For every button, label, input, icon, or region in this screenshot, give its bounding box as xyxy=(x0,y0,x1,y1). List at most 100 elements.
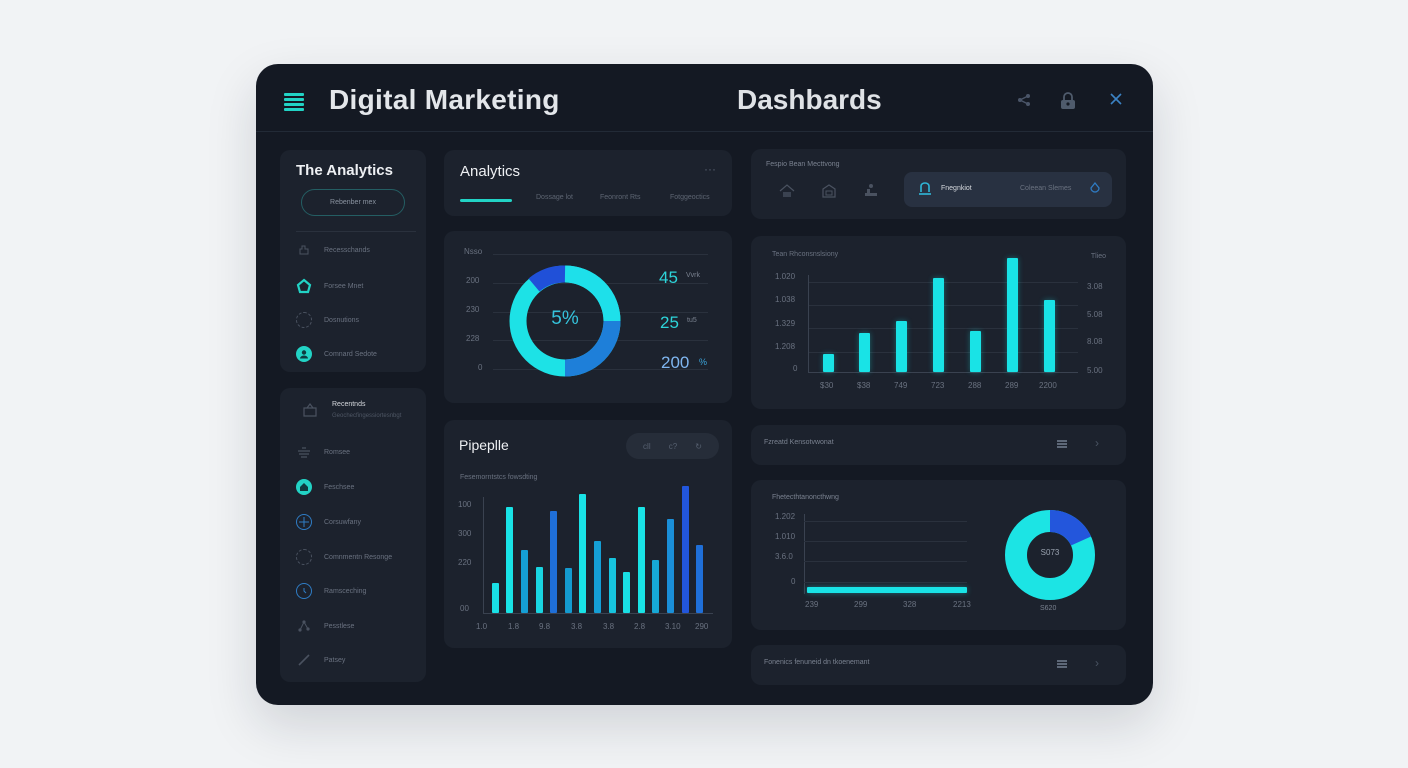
dashed-circle-icon xyxy=(296,549,312,565)
chevron-right-icon[interactable]: › xyxy=(1095,436,1099,450)
share-icon[interactable] xyxy=(1016,92,1034,110)
pipeline-segment-control: cll c? ↻ xyxy=(626,433,719,459)
y-axis-label: 300 xyxy=(458,529,472,538)
network-icon xyxy=(296,618,312,634)
list-icon[interactable] xyxy=(1057,440,1067,449)
pipeline-bar-chart xyxy=(490,483,710,613)
active-action-label: Fnegnkiot xyxy=(941,185,972,192)
x-axis-label: 239 xyxy=(805,600,819,609)
sidebar-item-label: Comnard Sedote xyxy=(324,350,377,358)
y-axis-label: 1.010 xyxy=(775,532,796,541)
sidebar-item-label: Ramsceching xyxy=(324,587,367,595)
sidebar-item-forsee-mnet[interactable]: Forsee Mnet xyxy=(296,276,363,296)
team-chart-title: Tean Rhconsnslsiony xyxy=(772,251,839,258)
x-axis-label: 299 xyxy=(854,600,868,609)
list-icon[interactable] xyxy=(1057,660,1067,669)
team-bar-chart xyxy=(808,250,1078,372)
sidebar-item-pesstlese[interactable]: Pesstlese xyxy=(296,616,354,636)
sidebar-item-dosnutions[interactable]: Dosnutions xyxy=(296,310,359,330)
home-icon xyxy=(296,278,312,294)
x-axis-label: 3.10 xyxy=(665,622,681,631)
lock-icon[interactable] xyxy=(1059,92,1077,110)
pipeline-subtitle: Fesemorntstcs fowsdting xyxy=(460,474,538,481)
y-axis-label: 1.208 xyxy=(775,342,796,351)
x-axis-label: 9.8 xyxy=(539,622,551,631)
forecast-bar xyxy=(807,587,967,593)
sidebar-item-label: Patsey xyxy=(324,656,346,664)
active-quick-action[interactable]: Fnegnkiot Coleean Slemes xyxy=(904,172,1112,207)
y-axis-label: Nsso xyxy=(464,247,483,256)
y-axis-label: 00 xyxy=(460,604,469,613)
analytics-title: Analytics xyxy=(460,163,521,180)
sidebar-item-label: Comnmentn Resonge xyxy=(324,553,393,561)
donut-center-value: 5% xyxy=(551,308,579,329)
home-icon xyxy=(296,479,312,495)
divider xyxy=(296,231,416,232)
x-axis-label: 2.8 xyxy=(634,622,646,631)
sidebar-item-label: Romsee xyxy=(324,448,351,456)
sidebar-item-romsee[interactable]: Romsee xyxy=(296,442,350,462)
y-axis-label: 220 xyxy=(458,558,472,567)
x-axis-label: $38 xyxy=(857,381,871,390)
sidebar-item-feschsee[interactable]: Feschsee xyxy=(296,477,354,497)
hamburger-menu-icon[interactable] xyxy=(284,93,304,111)
y-axis-right-label: 5.00 xyxy=(1087,366,1103,375)
x-axis-label: 2213 xyxy=(953,600,971,609)
globe-icon xyxy=(296,514,312,530)
sidebar-item-patsey[interactable]: Patsey xyxy=(296,650,345,670)
sidebar-item-comnard-sedote[interactable]: Comnard Sedote xyxy=(296,344,377,364)
x-axis-label: $30 xyxy=(820,381,834,390)
kpi-donut-chart: 5% xyxy=(509,265,621,382)
sidebar-item-comnmentn-resonge[interactable]: Comnmentn Resonge xyxy=(296,547,392,567)
y-axis-label: 1.329 xyxy=(775,319,796,328)
chevron-right-icon[interactable]: › xyxy=(1095,656,1099,670)
kpi-value: 200 xyxy=(661,353,690,372)
secondary-action-label: Coleean Slemes xyxy=(1020,185,1072,192)
image-icon[interactable] xyxy=(822,184,836,203)
people-icon[interactable] xyxy=(864,183,878,202)
kpi-unit: Vvrk xyxy=(686,272,700,279)
row-label: Fzreatd Kensotvwonat xyxy=(764,439,834,446)
list-row-card[interactable]: Fonenics fenuneid dn tkoenemant › xyxy=(751,645,1126,685)
x-axis-label: 289 xyxy=(1005,381,1019,390)
sidebar-analytics-card: The Analytics Rebenber mex Recesschands … xyxy=(280,150,426,372)
page-title: Dashbards xyxy=(737,84,882,115)
segment-link-view[interactable]: c? xyxy=(668,441,678,451)
y-axis-label: 1.020 xyxy=(775,272,796,281)
x-axis-label: 290 xyxy=(695,622,709,631)
monitor-icon xyxy=(918,182,932,201)
sidebar-item-corsuwfany[interactable]: Corsuwfany xyxy=(296,512,361,532)
refresh-icon[interactable]: ↻ xyxy=(695,441,702,451)
list-row-card[interactable]: Fzreatd Kensotvwonat › xyxy=(751,425,1126,465)
more-options-icon[interactable]: ··· xyxy=(704,162,716,176)
y-axis-label: 0 xyxy=(791,577,796,586)
x-axis-label: 1.0 xyxy=(476,622,488,631)
home-icon[interactable] xyxy=(779,184,795,203)
x-axis-label: 2200 xyxy=(1039,381,1057,390)
kpi-unit: tu5 xyxy=(687,317,697,324)
y-axis-label: 1.202 xyxy=(775,512,796,521)
close-icon[interactable] xyxy=(1109,92,1127,110)
bowl-icon xyxy=(296,444,312,460)
tab-fotggeoctics[interactable]: Fotggeoctics xyxy=(670,194,710,201)
sidebar-item-ramsceching[interactable]: Ramsceching xyxy=(296,581,366,601)
segment-bar-view[interactable]: cll xyxy=(643,441,651,451)
basket-icon xyxy=(302,402,318,423)
x-axis-label: 288 xyxy=(968,381,982,390)
y-axis-label: 230 xyxy=(466,305,480,314)
app-title: Digital Marketing xyxy=(329,84,560,115)
team-chart-right-title: Tlieo xyxy=(1090,253,1106,260)
pipeline-title: Pipeplle xyxy=(459,437,509,453)
sidebar-item-label: Feschsee xyxy=(324,483,355,491)
row-label: Fonenics fenuneid dn tkoenemant xyxy=(764,659,870,666)
dashed-circle-icon xyxy=(296,312,312,328)
kpi-unit: % xyxy=(699,357,708,367)
x-axis-label: 749 xyxy=(894,381,908,390)
tab-feonront-rts[interactable]: Feonront Rts xyxy=(600,194,641,201)
tab-dossage-lot[interactable]: Dossage lot xyxy=(536,194,573,201)
sidebar-pill-button[interactable]: Rebenber mex xyxy=(301,189,405,216)
dashboard-window: Digital Marketing Dashbards The Analytic… xyxy=(256,64,1153,705)
sidebar-item-recesschands[interactable]: Recesschands xyxy=(296,240,370,260)
recents-title: Recentnds xyxy=(332,401,366,408)
analytics-card: Analytics ··· Dossage lot Feonront Rts F… xyxy=(444,150,732,216)
